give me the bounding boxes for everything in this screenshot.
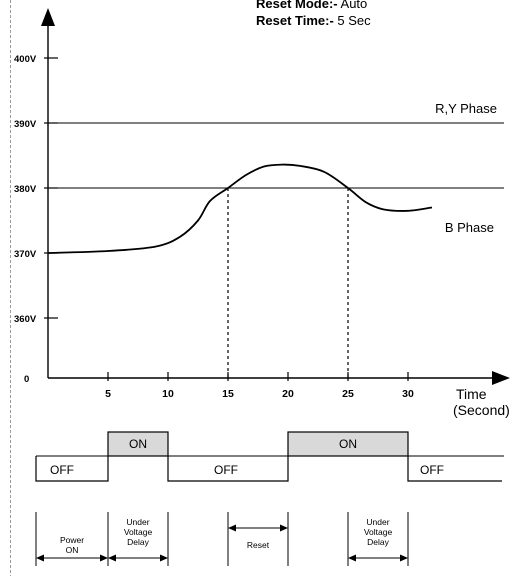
relay-on-block (287, 431, 409, 457)
reset-time-value: 5 Sec (337, 13, 371, 28)
x-tick-label: 30 (402, 388, 414, 400)
arrow-left-icon (108, 554, 116, 562)
relay-off-label: OFF (214, 463, 238, 477)
interval-label: Delay (367, 537, 389, 547)
interval-label: Delay (127, 537, 149, 547)
arrow-left-icon (228, 524, 236, 532)
reset-time-line: Reset Time:- 5 Sec (256, 13, 371, 29)
relay-off-label: OFF (420, 463, 444, 477)
y-tick-label: 400V (14, 54, 37, 65)
x-axis-label: Time (456, 386, 487, 402)
arrow-right-icon (280, 524, 288, 532)
reset-mode-value: Auto (340, 0, 368, 11)
axes: Time (Second) 5 10 15 20 25 30 (41, 8, 510, 418)
reset-time-label: Reset Time:- (256, 13, 334, 28)
arrow-right-icon (160, 554, 168, 562)
relay-state-row: OFF ON OFF ON OFF (35, 431, 504, 482)
arrow-right-icon (400, 554, 408, 562)
interval-label: Reset (247, 540, 270, 550)
y-tick-label: 380V (14, 184, 37, 195)
x-tick-label: 5 (105, 388, 111, 400)
voltage-chart: 0 360V 370V 380V 390V 400V R,Y Phase B Phase (14, 54, 504, 385)
interval-label: Power (60, 535, 84, 545)
arrow-right-icon (100, 554, 108, 562)
reset-mode-label: Reset Mode:- (256, 0, 338, 11)
interval-label: Under (366, 517, 389, 527)
relay-on-label: ON (339, 437, 357, 451)
interval-label: Voltage (124, 527, 153, 537)
x-tick-label: 10 (162, 388, 174, 400)
relay-off-block (407, 456, 502, 482)
arrow-left-icon (36, 554, 44, 562)
relay-off-block (167, 456, 289, 482)
b-phase-label: B Phase (445, 220, 494, 235)
interval-label: ON (66, 545, 79, 555)
y-tick-label: 390V (14, 119, 37, 130)
x-tick-label: 20 (282, 388, 294, 400)
x-axis-arrow-icon (492, 371, 510, 385)
y-tick-label: 370V (14, 249, 37, 260)
y-axis-arrow-icon (41, 8, 55, 26)
b-phase-curve (47, 163, 433, 254)
arrow-left-icon (348, 554, 356, 562)
relay-off-label: OFF (50, 463, 74, 477)
x-axis-unit: (Second) (453, 402, 510, 418)
x-tick-label: 15 (222, 388, 234, 400)
interval-label: Voltage (364, 527, 393, 537)
relay-off-block (35, 456, 109, 482)
y-tick-label: 360V (14, 314, 37, 325)
interval-label: Under (126, 517, 149, 527)
relay-on-block (107, 431, 169, 457)
relay-on-label: ON (129, 437, 147, 451)
reset-mode-line: Reset Mode:- Auto (256, 0, 367, 12)
y-tick-label: 0 (24, 374, 29, 385)
x-tick-label: 25 (342, 388, 354, 400)
ry-phase-label: R,Y Phase (435, 101, 497, 116)
